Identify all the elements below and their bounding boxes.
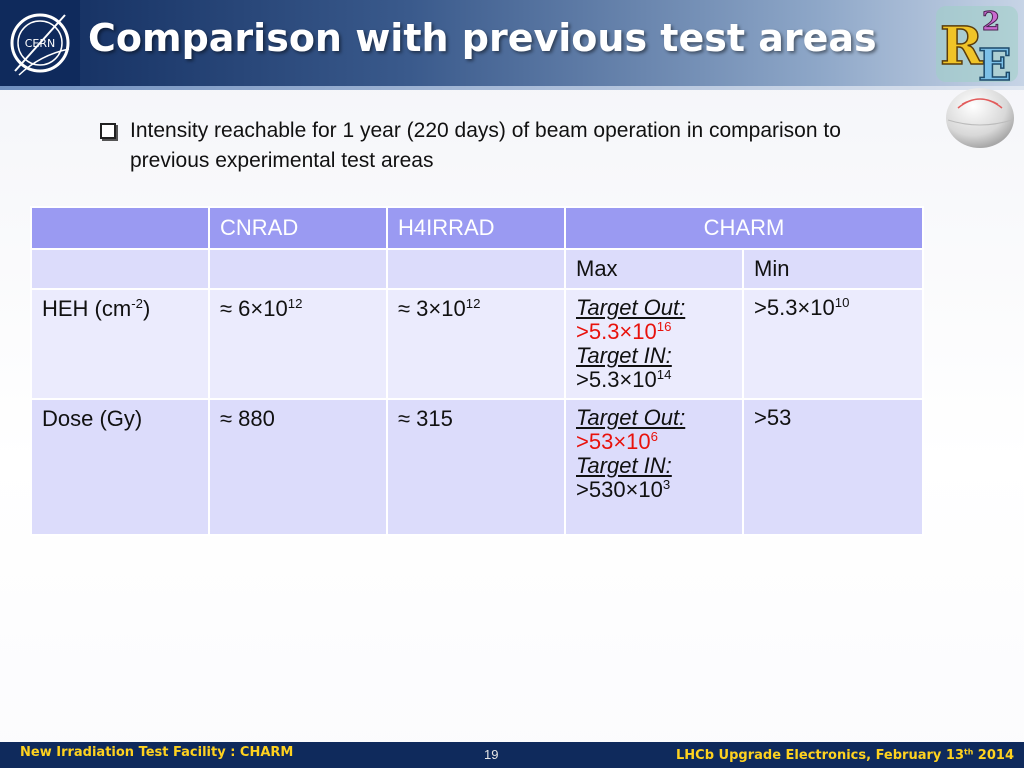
table-subheader-max: Max bbox=[564, 248, 744, 290]
title-bar-underline bbox=[0, 86, 1024, 90]
svg-text:E: E bbox=[978, 40, 1012, 86]
footer-bar: New Irradiation Test Facility : CHARM 19… bbox=[0, 742, 1024, 768]
decorative-sphere bbox=[944, 86, 1016, 150]
row-label-dose: Dose (Gy) bbox=[30, 398, 210, 536]
target-in-label: Target IN: bbox=[576, 453, 672, 478]
target-out-value: >5.3×1016 bbox=[576, 319, 672, 344]
cern-logo: CERN bbox=[0, 0, 80, 86]
r2e-logo-icon: R 2 E bbox=[936, 6, 1018, 92]
cell-cnrad-dose: ≈ 880 bbox=[208, 398, 388, 536]
table-subheader-row: Max Min bbox=[30, 248, 925, 290]
checkbox-bullet-icon bbox=[100, 123, 116, 139]
sphere-icon bbox=[946, 88, 1014, 148]
target-in-value: >5.3×1014 bbox=[576, 367, 672, 392]
page-title: Comparison with previous test areas bbox=[88, 16, 877, 60]
title-bar bbox=[0, 0, 1024, 86]
table-subheader-min: Min bbox=[741, 248, 925, 290]
target-in-value: >530×103 bbox=[576, 477, 671, 502]
table-cell bbox=[208, 248, 388, 290]
cell-charm-min-dose: >53 bbox=[741, 398, 925, 536]
table-header-cnrad: CNRAD bbox=[208, 206, 388, 250]
table-cell bbox=[30, 248, 210, 290]
bullet-text: Intensity reachable for 1 year (220 days… bbox=[130, 119, 841, 172]
svg-text:2: 2 bbox=[982, 7, 1000, 37]
target-in-label: Target IN: bbox=[576, 343, 672, 368]
target-out-value: >53×106 bbox=[576, 429, 658, 454]
svg-text:R: R bbox=[940, 16, 984, 77]
cern-logo-icon: CERN bbox=[10, 13, 70, 76]
table-header-h4irrad: H4IRRAD bbox=[386, 206, 566, 250]
cell-h4irrad-dose: ≈ 315 bbox=[386, 398, 566, 536]
table-row: Dose (Gy) ≈ 880 ≈ 315 Target Out: >53×10… bbox=[30, 398, 925, 536]
bullet-point: Intensity reachable for 1 year (220 days… bbox=[96, 116, 876, 176]
table-header-row: CNRAD H4IRRAD CHARM bbox=[30, 206, 925, 250]
cell-charm-max-heh: Target Out: >5.3×1016 Target IN: >5.3×10… bbox=[564, 288, 744, 400]
comparison-table: CNRAD H4IRRAD CHARM Max Min HEH (cm-2) ≈… bbox=[30, 206, 925, 536]
table-header-charm: CHARM bbox=[563, 206, 925, 250]
cell-charm-min-heh: >5.3×1010 bbox=[741, 288, 925, 400]
footer-left-text: New Irradiation Test Facility : CHARM bbox=[20, 745, 294, 760]
row-label-heh: HEH (cm-2) bbox=[30, 288, 210, 400]
footer-right-text: LHCb Upgrade Electronics, February 13th … bbox=[676, 747, 1014, 763]
target-out-label: Target Out: bbox=[576, 405, 686, 430]
cern-logo-text: CERN bbox=[25, 37, 56, 50]
cell-h4irrad-heh: ≈ 3×1012 bbox=[386, 288, 566, 400]
cell-charm-max-dose: Target Out: >53×106 Target IN: >530×103 bbox=[564, 398, 744, 536]
table-row: HEH (cm-2) ≈ 6×1012 ≈ 3×1012 Target Out:… bbox=[30, 288, 925, 400]
table-cell bbox=[386, 248, 566, 290]
r2e-logo: R 2 E bbox=[930, 2, 1022, 92]
cell-cnrad-heh: ≈ 6×1012 bbox=[208, 288, 388, 400]
target-out-label: Target Out: bbox=[576, 295, 686, 320]
table-header-empty bbox=[30, 206, 210, 250]
page-number: 19 bbox=[484, 747, 499, 762]
